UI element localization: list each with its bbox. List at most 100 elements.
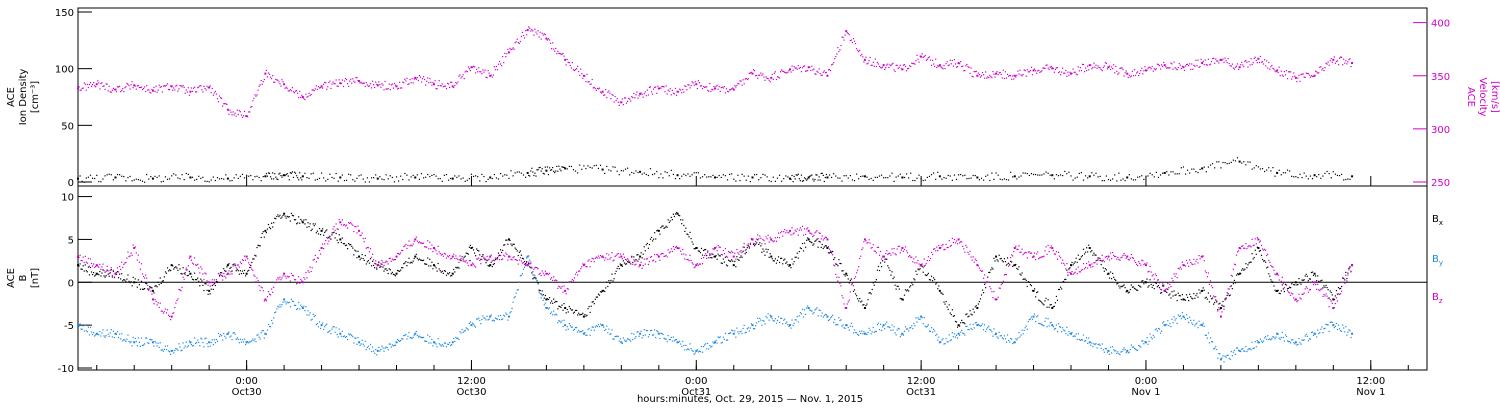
by-texture-dot bbox=[713, 343, 714, 344]
bx-texture-dot bbox=[189, 271, 190, 272]
by-texture-dot bbox=[1029, 319, 1030, 320]
bx-texture-dot bbox=[604, 291, 605, 292]
velocity-texture-dot bbox=[1123, 75, 1124, 76]
by-texture-dot bbox=[1305, 335, 1306, 336]
velocity-texture-dot bbox=[817, 72, 818, 73]
velocity-texture-dot bbox=[849, 34, 850, 35]
bx-texture-dot bbox=[370, 258, 371, 259]
velocity-texture-dot bbox=[555, 48, 556, 49]
by-texture-dot bbox=[549, 307, 550, 308]
velocity-texture-dot bbox=[491, 75, 492, 76]
by-texture-dot bbox=[1076, 333, 1077, 334]
bx-texture-dot bbox=[187, 275, 188, 276]
by-texture-dot bbox=[853, 332, 854, 333]
by-texture-dot bbox=[1342, 325, 1343, 326]
bx-texture-dot bbox=[777, 260, 778, 261]
by-texture-dot bbox=[812, 313, 813, 314]
by-texture-dot bbox=[749, 330, 750, 331]
velocity-texture-dot bbox=[645, 91, 646, 92]
density-texture-dot bbox=[991, 173, 992, 174]
by-texture-dot bbox=[688, 349, 689, 350]
velocity-texture-dot bbox=[413, 82, 414, 83]
density-texture-dot bbox=[363, 178, 364, 179]
bx-texture-dot bbox=[1064, 279, 1065, 280]
velocity-texture-dot bbox=[450, 82, 451, 83]
b-axis-label-line2: B bbox=[18, 274, 29, 281]
density-texture-dot bbox=[288, 175, 289, 176]
bx-texture-dot bbox=[395, 275, 396, 276]
bx-texture-dot bbox=[1209, 301, 1210, 302]
density-texture-dot bbox=[1283, 172, 1284, 173]
velocity-texture-dot bbox=[914, 64, 915, 65]
by-texture-dot bbox=[1335, 326, 1336, 327]
velocity-texture-dot bbox=[418, 80, 419, 81]
velocity-texture-dot bbox=[496, 66, 497, 67]
velocity-texture-dot bbox=[973, 76, 974, 77]
b-tick-label: -10 bbox=[58, 364, 74, 375]
bz-texture-dot bbox=[90, 258, 91, 259]
bz-texture-dot bbox=[522, 263, 523, 264]
by-texture-dot bbox=[563, 320, 564, 321]
bx-texture-dot bbox=[1343, 278, 1344, 279]
bz-texture-dot bbox=[244, 256, 245, 257]
bx-texture-dot bbox=[357, 251, 358, 252]
density-texture-dot bbox=[150, 176, 151, 177]
by-texture-dot bbox=[79, 323, 80, 324]
density-texture-dot bbox=[498, 178, 499, 179]
density-texture-dot bbox=[552, 167, 553, 168]
density-texture-dot bbox=[579, 164, 580, 165]
by-texture-dot bbox=[903, 335, 904, 336]
bx-texture-dot bbox=[509, 240, 510, 241]
by-texture-dot bbox=[1028, 321, 1029, 322]
density-texture-dot bbox=[1137, 177, 1138, 178]
by-texture-dot bbox=[712, 341, 713, 342]
by-texture-dot bbox=[428, 342, 429, 343]
by-texture-dot bbox=[899, 328, 900, 329]
velocity-texture-dot bbox=[924, 56, 925, 57]
bz-texture-dot bbox=[531, 267, 532, 268]
density-texture-dot bbox=[1143, 179, 1144, 180]
by-texture-dot bbox=[317, 323, 318, 324]
bz-texture-dot bbox=[249, 264, 250, 265]
by-texture-dot bbox=[1248, 348, 1249, 349]
density-texture-dot bbox=[475, 175, 476, 176]
by-texture-dot bbox=[787, 324, 788, 325]
bx-texture-dot bbox=[1175, 295, 1176, 296]
by-texture-dot bbox=[194, 337, 195, 338]
density-texture-dot bbox=[696, 172, 697, 173]
bx-texture-dot bbox=[1270, 279, 1271, 280]
density-texture-dot bbox=[282, 175, 283, 176]
velocity-texture-dot bbox=[150, 92, 151, 93]
velocity-texture-dot bbox=[154, 91, 155, 92]
bz-texture-dot bbox=[498, 255, 499, 256]
bx-texture-dot bbox=[1013, 265, 1014, 266]
density-texture-dot bbox=[1337, 175, 1338, 176]
velocity-texture-dot bbox=[1170, 62, 1171, 63]
density-texture-dot bbox=[610, 170, 611, 171]
bz-texture-dot bbox=[94, 267, 95, 268]
velocity-texture-dot bbox=[264, 79, 265, 80]
bx-texture-dot bbox=[146, 283, 147, 284]
by-texture-dot bbox=[536, 280, 537, 281]
velocity-texture-dot bbox=[915, 60, 916, 61]
bx-texture-dot bbox=[653, 239, 654, 240]
by-texture-dot bbox=[807, 305, 808, 306]
bx-texture-dot bbox=[553, 299, 554, 300]
by-texture-dot bbox=[1267, 335, 1268, 336]
velocity-texture-dot bbox=[475, 72, 476, 73]
bz-texture-dot bbox=[210, 286, 211, 287]
velocity-texture-dot bbox=[913, 63, 914, 64]
density-texture-dot bbox=[1102, 180, 1103, 181]
bx-texture-dot bbox=[862, 304, 863, 305]
by-texture-dot bbox=[205, 338, 206, 339]
density-texture-dot bbox=[558, 166, 559, 167]
by-texture-dot bbox=[1024, 330, 1025, 331]
density-texture-dot bbox=[1324, 173, 1325, 174]
bx-texture-dot bbox=[475, 255, 476, 256]
density-texture-dot bbox=[96, 175, 97, 176]
velocity-texture-dot bbox=[1102, 70, 1103, 71]
density-texture-dot bbox=[270, 176, 271, 177]
by-texture-dot bbox=[554, 314, 555, 315]
by-texture-dot bbox=[591, 329, 592, 330]
bx-texture-dot bbox=[421, 260, 422, 261]
